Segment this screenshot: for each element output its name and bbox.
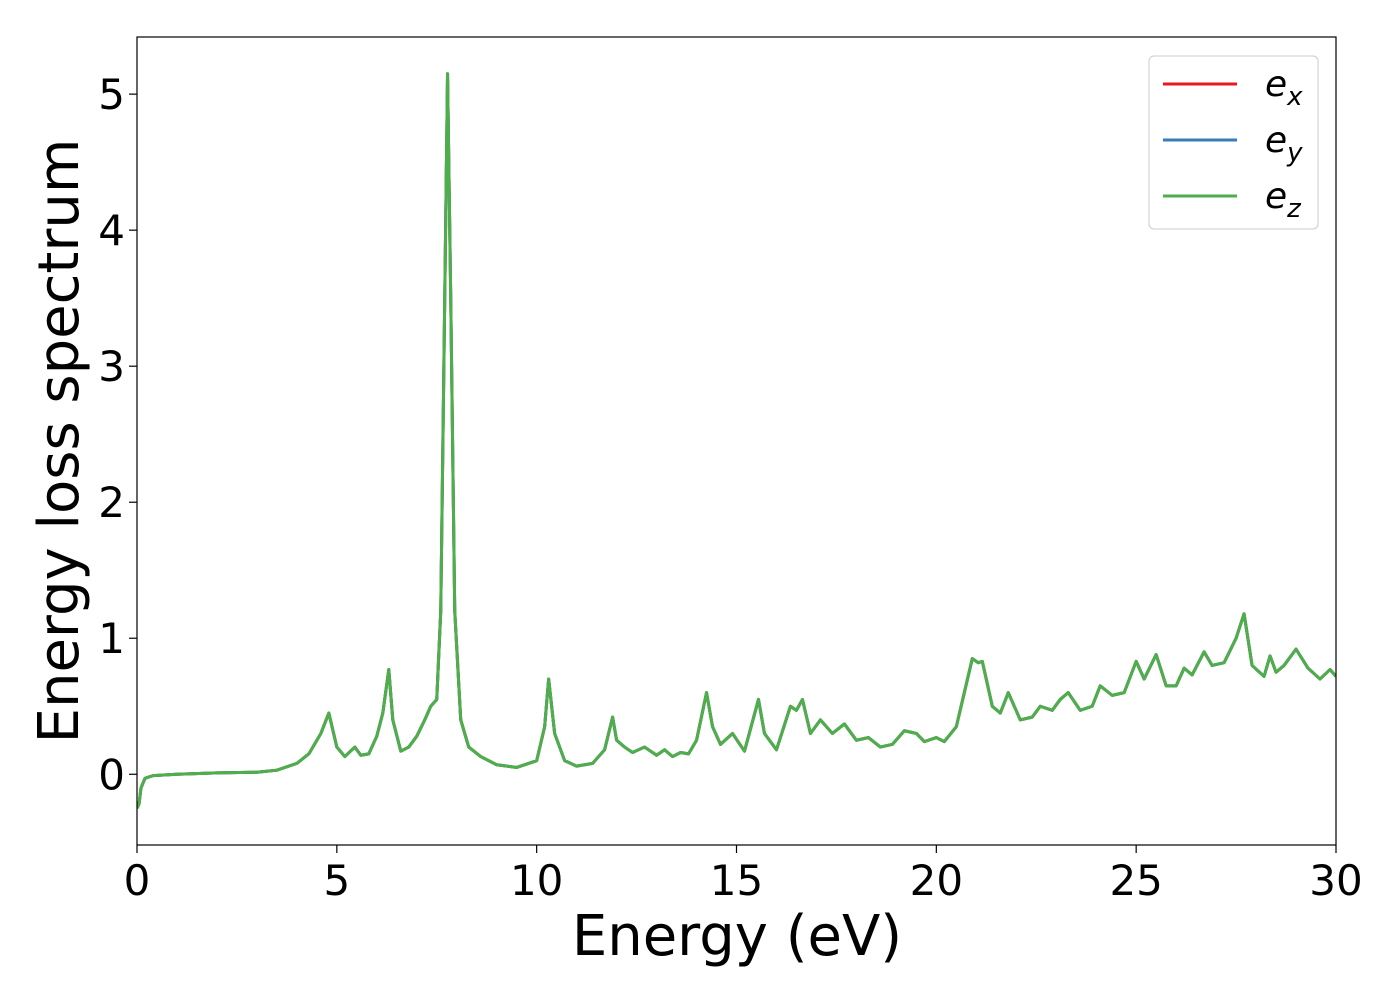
x-tick-label: 30 (1309, 856, 1362, 905)
x-axis-label: Energy (eV) (572, 904, 902, 969)
legend-box (1148, 55, 1319, 230)
x-tick-label: 15 (710, 856, 763, 905)
plot-frame (136, 36, 1337, 846)
legend-label: ex (1265, 64, 1303, 112)
legend-label: ey (1265, 120, 1303, 168)
y-tick-label: 1 (98, 614, 125, 663)
legend-label: ez (1265, 176, 1302, 224)
x-tick-label: 5 (323, 856, 350, 905)
y-tick-label: 5 (98, 70, 125, 119)
y-tick-label: 2 (98, 478, 125, 527)
y-tick-label: 4 (98, 206, 125, 255)
series-line (137, 72, 1336, 809)
x-tick-label: 0 (124, 856, 151, 905)
y-tick-label: 3 (98, 342, 125, 391)
x-tick-label: 10 (510, 856, 563, 905)
x-tick-label: 20 (910, 856, 963, 905)
x-tick-label: 25 (1109, 856, 1162, 905)
y-tick-label: 0 (98, 750, 125, 799)
y-axis-label: Energy loss spectrum (27, 139, 92, 744)
